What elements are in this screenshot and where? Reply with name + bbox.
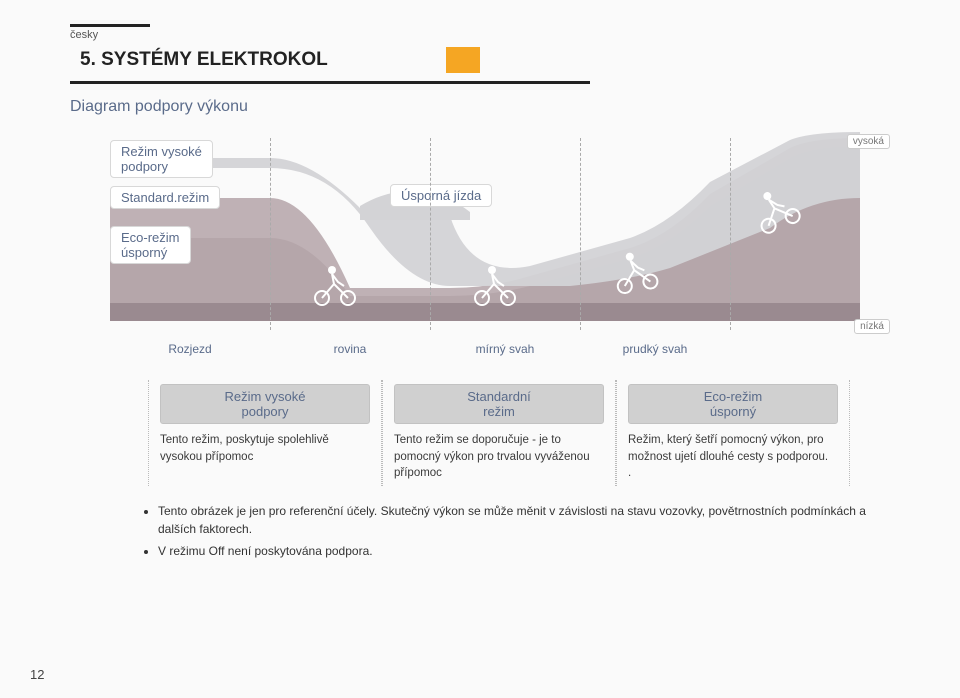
mode-label-usorna: Úsporná jízda (390, 184, 492, 207)
cyclist-icon (606, 242, 663, 296)
power-diagram: Režim vysoké podpory Standard.režim Úspo… (110, 128, 860, 358)
x-axis-labels: Rozjezd rovina mírný svah prudký svah (110, 342, 860, 356)
mode-column: Standardní režim Tento režim se doporuču… (394, 384, 604, 482)
x-label: rovina (270, 342, 430, 356)
note-item: Tento obrázek je jen pro referenční účel… (158, 502, 880, 538)
mode-column: Eco-režim úsporný Režim, který šetří pom… (628, 384, 838, 482)
diagram-title: Diagram podpory výkonu (70, 98, 960, 116)
mode-label-standard: Standard.režim (110, 186, 220, 209)
orange-accent (446, 47, 480, 73)
language-label: česky (70, 29, 960, 41)
x-label: Rozjezd (110, 342, 270, 356)
cyclist-icon (470, 260, 520, 306)
mode-head: Standardní režim (394, 384, 604, 424)
cyclist-icon (310, 260, 360, 306)
mode-head: Režim vysoké podpory (160, 384, 370, 424)
axis-low: nízká (854, 319, 890, 334)
section-title-bar: 5. SYSTÉMY ELEKTROKOL (70, 47, 960, 73)
page-number: 12 (30, 667, 44, 682)
x-label: mírný svah (430, 342, 580, 356)
mode-desc: Režim, který šetří pomocný výkon, pro mo… (628, 432, 838, 482)
mode-label-eco: Eco-režim úsporný (110, 226, 191, 264)
mode-desc: Tento režim se doporučuje - je to pomocn… (394, 432, 604, 482)
axis-high: vysoká (847, 134, 890, 149)
mode-column: Režim vysoké podpory Tento režim, poskyt… (160, 384, 370, 482)
mode-label-high: Režim vysoké podpory (110, 140, 213, 178)
mode-descriptions: Režim vysoké podpory Tento režim, poskyt… (160, 384, 860, 482)
section-title: 5. SYSTÉMY ELEKTROKOL (80, 49, 328, 71)
x-label: prudký svah (580, 342, 730, 356)
notes-list: Tento obrázek je jen pro referenční účel… (140, 502, 880, 560)
mode-head: Eco-režim úsporný (628, 384, 838, 424)
mode-desc: Tento režim, poskytuje spolehlivě vysoko… (160, 432, 370, 465)
note-item: V režimu Off není poskytována podpora. (158, 542, 880, 560)
